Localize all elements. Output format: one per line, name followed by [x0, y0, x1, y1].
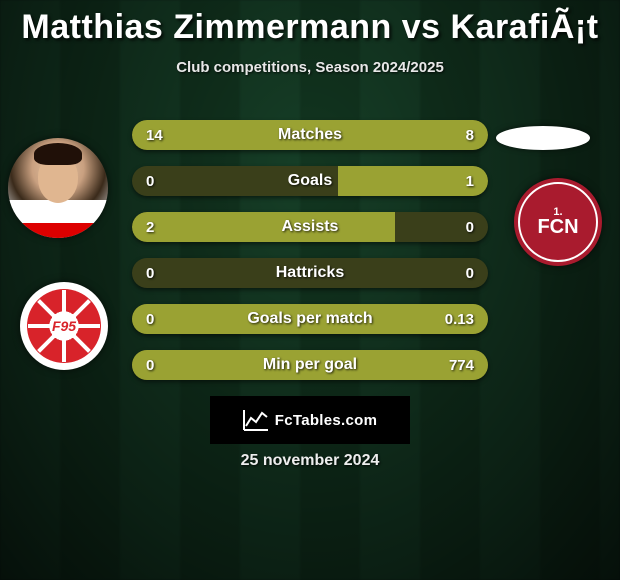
stat-label: Assists [132, 212, 488, 242]
club-left-badge [20, 282, 108, 370]
stat-row: 0Hattricks0 [132, 258, 488, 288]
stat-row: 0Goals1 [132, 166, 488, 196]
stat-right-value: 774 [449, 350, 474, 380]
page-subtitle: Club competitions, Season 2024/2025 [0, 59, 620, 76]
stat-row: 2Assists0 [132, 212, 488, 242]
stat-right-value: 0 [466, 212, 474, 242]
stat-right-value: 0 [466, 258, 474, 288]
comparison-bars: 14Matches80Goals12Assists00Hattricks00Go… [132, 120, 488, 396]
player-left-photo [8, 138, 108, 238]
brand-icon [243, 409, 269, 431]
stat-label: Goals [132, 166, 488, 196]
stat-right-value: 8 [466, 120, 474, 150]
stat-row: 0Min per goal774 [132, 350, 488, 380]
player-right-placeholder [496, 126, 590, 150]
content-root: Matthias Zimmermann vs KarafiÃ¡t Club co… [0, 0, 620, 580]
stat-label: Matches [132, 120, 488, 150]
stat-right-value: 0.13 [445, 304, 474, 334]
stat-right-value: 1 [466, 166, 474, 196]
brand-box: FcTables.com [210, 396, 410, 444]
page-title: Matthias Zimmermann vs KarafiÃ¡t [0, 0, 620, 47]
stat-label: Goals per match [132, 304, 488, 334]
club-right-badge: 1.FCN [514, 178, 602, 266]
stat-label: Hattricks [132, 258, 488, 288]
stat-row: 14Matches8 [132, 120, 488, 150]
date-label: 25 november 2024 [0, 452, 620, 470]
stat-label: Min per goal [132, 350, 488, 380]
stat-row: 0Goals per match0.13 [132, 304, 488, 334]
brand-text: FcTables.com [275, 412, 378, 429]
